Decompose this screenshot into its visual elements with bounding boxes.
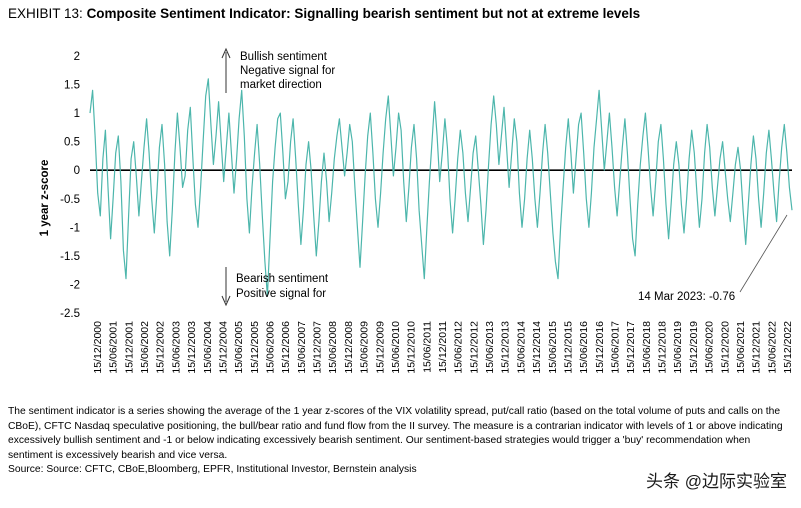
y-axis-label: 1 year z-score <box>39 160 51 237</box>
x-tick-label: 15/12/2018 <box>657 321 669 374</box>
chart-title-row: EXHIBIT 13: Composite Sentiment Indicato… <box>8 6 640 21</box>
x-tick-label: 15/06/2009 <box>359 321 371 374</box>
y-tick-label: 2 <box>74 51 80 63</box>
x-tick-label: 15/06/2015 <box>547 321 559 374</box>
x-tick-label: 15/12/2021 <box>751 321 763 374</box>
x-tick-label: 15/06/2007 <box>296 321 308 374</box>
x-tick-label: 15/06/2002 <box>139 321 151 374</box>
latest-leader-line <box>739 214 788 293</box>
x-tick-label: 15/12/2002 <box>155 321 167 374</box>
exhibit-label: EXHIBIT 13: <box>8 6 83 21</box>
y-tick-label: 0.5 <box>64 137 80 149</box>
x-tick-label: 15/06/2021 <box>735 321 747 374</box>
latest-value-annotation: 14 Mar 2023: -0.76 <box>638 214 788 303</box>
x-tick-label: 15/06/2018 <box>641 321 653 374</box>
down-arrow-icon <box>221 295 231 307</box>
y-axis: 2 1.5 1 0.5 0 -0.5 -1 -1.5 -2 -2.5 <box>60 51 80 320</box>
watermark-text: 头条 @边际实验室 <box>646 472 787 491</box>
chart-source: Source: Source: CFTC, CBoE,Bloomberg, EP… <box>8 464 417 475</box>
x-tick-label: 15/06/2003 <box>170 321 182 374</box>
x-tick-label: 15/06/2016 <box>578 321 590 374</box>
x-tick-label: 15/06/2011 <box>421 321 433 373</box>
x-tick-label: 15/06/2006 <box>265 321 277 374</box>
up-arrow-icon <box>221 47 231 59</box>
sentiment-chart: 2 1.5 1 0.5 0 -0.5 -1 -1.5 -2 -2.5 1 year z-score… <box>39 47 794 374</box>
x-tick-label: 15/06/2012 <box>453 321 465 374</box>
y-tick-label: 1.5 <box>64 80 80 92</box>
x-tick-label: 15/06/2013 <box>484 321 496 374</box>
y-tick-label: -1 <box>70 222 80 234</box>
y-tick-label: -0.5 <box>60 194 80 206</box>
bullish-text-2: Negative signal for <box>240 65 335 77</box>
x-tick-label: 15/06/2020 <box>704 321 716 374</box>
x-axis: 15/12/2000 15/06/2001 15/12/2001 15/06/2002… <box>92 321 794 374</box>
x-tick-label: 15/12/2007 <box>312 321 324 374</box>
x-tick-label: 15/06/2004 <box>202 321 214 374</box>
x-tick-label: 15/06/2014 <box>515 321 527 374</box>
x-tick-label: 15/12/2006 <box>280 321 292 374</box>
x-tick-label: 15/12/2017 <box>625 321 637 374</box>
y-tick-label: 1 <box>74 108 80 120</box>
x-tick-label: 15/06/2019 <box>672 321 684 374</box>
x-tick-label: 15/06/2022 <box>766 321 778 374</box>
bullish-text-3: market direction <box>240 79 322 91</box>
latest-value-label: 14 Mar 2023: -0.76 <box>638 291 735 303</box>
x-tick-label: 15/12/2001 <box>123 321 135 374</box>
series-line-composite-sentiment <box>89 78 793 297</box>
x-tick-label: 15/06/2017 <box>610 321 622 374</box>
x-tick-label: 15/12/2011 <box>437 321 449 373</box>
x-tick-label: 15/12/2015 <box>563 321 575 374</box>
x-tick-label: 15/12/2000 <box>92 321 104 374</box>
bullish-text-1: Bullish sentiment <box>240 51 328 63</box>
y-tick-label: -1.5 <box>60 251 80 263</box>
x-tick-label: 15/12/2010 <box>406 321 418 374</box>
x-tick-label: 15/12/2020 <box>719 321 731 374</box>
y-tick-label: -2.5 <box>60 308 80 320</box>
y-tick-label: 0 <box>74 165 80 177</box>
x-tick-label: 15/06/2005 <box>233 321 245 374</box>
chart-title: Composite Sentiment Indicator: Signallin… <box>86 6 641 21</box>
x-tick-label: 15/12/2005 <box>249 321 261 374</box>
bearish-text-2: Positive signal for <box>236 288 326 300</box>
x-tick-label: 15/12/2013 <box>500 321 512 374</box>
x-tick-label: 15/12/2009 <box>374 321 386 374</box>
x-tick-label: 15/06/2010 <box>390 321 402 374</box>
bullish-annotation: Bullish sentiment Negative signal for ma… <box>221 47 335 93</box>
x-tick-label: 15/12/2012 <box>468 321 480 374</box>
x-tick-label: 15/12/2014 <box>531 321 543 374</box>
x-tick-label: 15/12/2008 <box>343 321 355 374</box>
chart-notes: The sentiment indicator is a series show… <box>8 406 783 461</box>
y-tick-label: -2 <box>70 279 80 291</box>
x-tick-label: 15/12/2003 <box>186 321 198 374</box>
x-tick-label: 15/06/2001 <box>108 321 120 374</box>
x-tick-label: 15/12/2004 <box>218 321 230 374</box>
bearish-annotation: Bearish sentiment Positive signal for <box>221 267 329 307</box>
x-tick-label: 15/12/2016 <box>594 321 606 374</box>
x-tick-label: 15/12/2022 <box>782 321 794 374</box>
bearish-text-1: Bearish sentiment <box>236 273 329 285</box>
x-tick-label: 15/06/2008 <box>327 321 339 374</box>
x-tick-label: 15/12/2019 <box>688 321 700 374</box>
